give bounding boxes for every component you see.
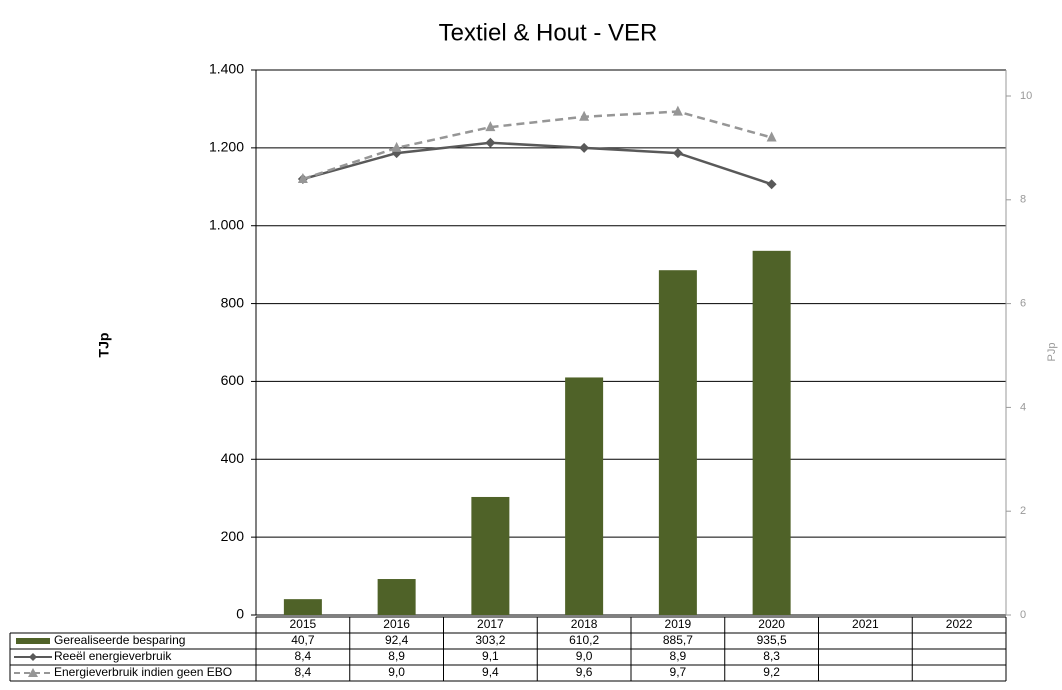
bar xyxy=(283,599,322,615)
y2-tick-label: 0 xyxy=(1020,609,1026,621)
legend-swatch xyxy=(16,638,50,644)
y-tick-label: 1.000 xyxy=(209,216,244,232)
y-tick-label: 0 xyxy=(236,606,244,622)
x-tick-label: 2017 xyxy=(477,617,504,631)
y-tick-label: 400 xyxy=(221,450,245,466)
bar xyxy=(565,377,604,615)
y-tick-label: 800 xyxy=(221,294,245,310)
legend-label: Energieverbruik indien geen EBO xyxy=(54,665,232,679)
y-axis-label: TJp xyxy=(96,333,112,358)
y-tick-label: 1.400 xyxy=(209,61,244,77)
x-tick-label: 2022 xyxy=(946,617,973,631)
legend-label: Reeël energieverbruik xyxy=(54,649,172,663)
y-tick-label: 200 xyxy=(221,528,245,544)
x-tick-label: 2015 xyxy=(290,617,317,631)
table-cell: 9,4 xyxy=(482,665,499,679)
table-cell: 8,3 xyxy=(763,649,780,663)
table-cell: 8,9 xyxy=(388,649,405,663)
line-marker xyxy=(485,121,496,132)
bar xyxy=(658,270,697,615)
x-tick-label: 2016 xyxy=(383,617,410,631)
y-tick-label: 1.200 xyxy=(209,139,244,155)
y2-tick-label: 10 xyxy=(1020,90,1032,102)
y2-tick-label: 4 xyxy=(1020,401,1026,413)
x-tick-label: 2020 xyxy=(758,617,785,631)
legend-label: Gerealiseerde besparing xyxy=(54,633,185,647)
line-marker xyxy=(579,110,590,121)
line-marker xyxy=(766,179,777,190)
table-cell: 303,2 xyxy=(475,633,505,647)
table-cell: 9,0 xyxy=(576,649,593,663)
chart-title: Textiel & Hout - VER xyxy=(439,19,658,46)
line xyxy=(302,110,772,181)
table-cell: 885,7 xyxy=(663,633,693,647)
line-marker xyxy=(485,137,496,148)
legend-marker xyxy=(28,668,38,677)
table-cell: 9,6 xyxy=(576,665,593,679)
line xyxy=(302,141,773,186)
legend-marker xyxy=(29,653,37,661)
bar xyxy=(471,496,510,615)
y2-tick-label: 2 xyxy=(1020,505,1026,517)
table-cell: 9,1 xyxy=(482,649,499,663)
line-marker xyxy=(766,131,777,142)
line-marker xyxy=(391,141,402,152)
bar xyxy=(752,250,791,615)
x-tick-label: 2021 xyxy=(852,617,879,631)
line-marker xyxy=(579,142,590,153)
line-marker xyxy=(672,148,683,159)
bar xyxy=(377,579,416,615)
table-cell: 935,5 xyxy=(757,633,787,647)
table-cell: 610,2 xyxy=(569,633,599,647)
x-tick-label: 2019 xyxy=(665,617,692,631)
table-cell: 92,4 xyxy=(385,633,409,647)
table-cell: 8,4 xyxy=(295,649,312,663)
y2-axis-label: PJp xyxy=(1046,343,1058,362)
y2-tick-label: 8 xyxy=(1020,194,1026,206)
table-cell: 8,4 xyxy=(295,665,312,679)
line-marker xyxy=(672,105,683,116)
x-tick-label: 2018 xyxy=(571,617,598,631)
table-cell: 8,9 xyxy=(670,649,687,663)
table-cell: 9,7 xyxy=(670,665,687,679)
table-cell: 40,7 xyxy=(291,633,315,647)
table-cell: 9,2 xyxy=(763,665,780,679)
line-marker xyxy=(297,173,308,184)
y2-tick-label: 6 xyxy=(1020,298,1026,310)
y-tick-label: 600 xyxy=(221,372,245,388)
table-cell: 9,0 xyxy=(388,665,405,679)
